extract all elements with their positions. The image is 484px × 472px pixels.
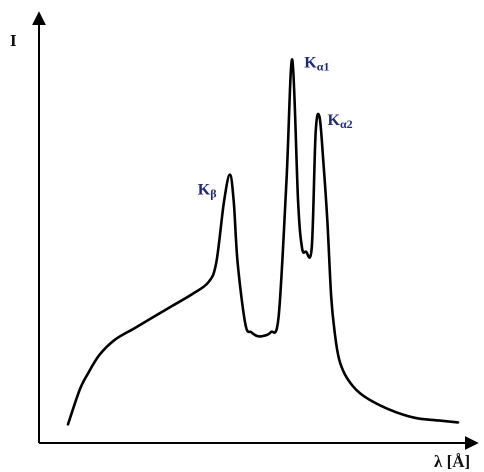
- peak-label-subscript: α2: [340, 117, 353, 131]
- peak-label-1: Kα1: [304, 55, 329, 74]
- peak-label-base: K: [328, 112, 341, 129]
- x-axis-label: λ [Å]: [434, 452, 470, 471]
- y-axis-label: I: [10, 31, 17, 50]
- peak-label-base: K: [304, 55, 317, 72]
- peak-label-base: K: [198, 182, 211, 199]
- series-group: [66, 58, 460, 426]
- peak-label-2: Kα2: [328, 112, 353, 131]
- spectrum-curve-0: [66, 58, 460, 426]
- peak-label-subscript: β: [210, 187, 216, 201]
- peak-label-0: Kβ: [198, 182, 217, 201]
- peak-label-subscript: α1: [317, 60, 330, 74]
